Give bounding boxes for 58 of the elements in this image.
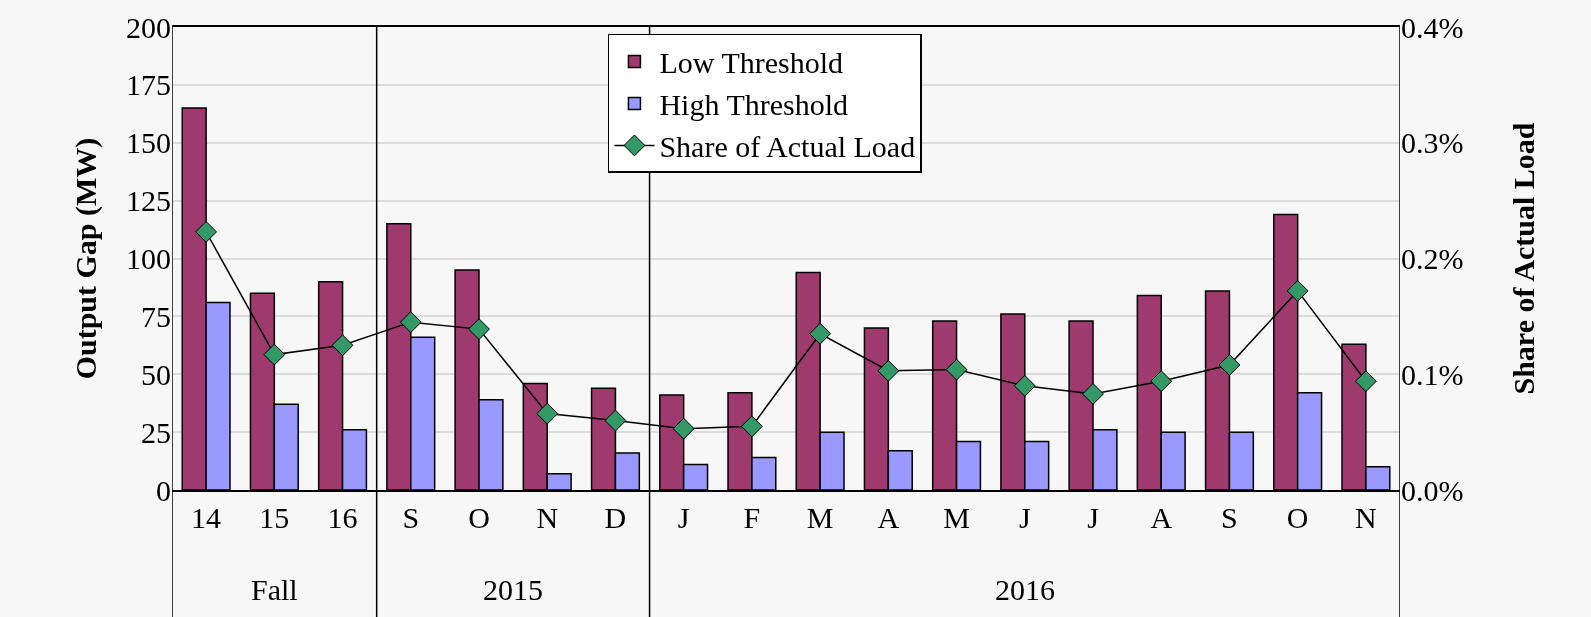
point (468, 318, 490, 341)
legend-label: Share of Actual Load (659, 130, 916, 164)
point (1150, 370, 1173, 393)
point (1286, 280, 1309, 302)
x-tick-label: A (1150, 500, 1173, 534)
text: Fall (251, 573, 298, 606)
y-tick-label: 125 (126, 184, 171, 218)
x-tick-label: N (536, 500, 559, 534)
point (604, 409, 627, 432)
legend-label: Low Threshold (659, 46, 844, 80)
y-tick-label: 175 (126, 68, 171, 102)
y2-tick-label: 0.2% (1401, 242, 1464, 275)
x-tick-label: F (743, 500, 761, 534)
point (331, 334, 354, 357)
x-tick-label: O (1286, 500, 1309, 534)
point (195, 220, 218, 243)
x-tick-label: M (943, 500, 970, 534)
y-tick-label: 150 (126, 126, 171, 160)
y-tick-label: 200 (126, 10, 171, 44)
y-axis-title: Output Gap (MW) (69, 137, 103, 380)
y-tick-label: 0 (156, 473, 171, 507)
y-tick-label: 50 (141, 357, 171, 391)
x-tick-label: A (877, 500, 900, 534)
point (1013, 374, 1036, 397)
text: 2015 (483, 573, 543, 606)
x-tick-label: N (1355, 500, 1377, 534)
point (536, 402, 559, 425)
point (1082, 383, 1104, 405)
x-tick-label: D (604, 500, 627, 534)
point (1354, 370, 1377, 393)
x-tick-label: J (1087, 500, 1100, 534)
text: 2016 (995, 573, 1055, 606)
y-tick-label: 75 (141, 299, 171, 333)
point (740, 415, 763, 438)
point (399, 311, 422, 334)
x-tick-label: J (1018, 500, 1031, 534)
x-tick-label: 16 (327, 500, 358, 534)
point (263, 343, 286, 366)
y2-axis-title: Share of Actual Load (1507, 122, 1540, 395)
y-tick-label: 25 (141, 415, 171, 449)
point (877, 359, 900, 382)
legend-label: High Threshold (659, 88, 849, 122)
point (809, 322, 832, 345)
x-tick-label: O (468, 500, 490, 534)
point (672, 417, 695, 440)
y2-tick-label: 0.0% (1401, 473, 1464, 507)
y2-tick-label: 0.3% (1401, 126, 1464, 160)
x-tick-label: 14 (191, 500, 222, 534)
y-tick-label: 100 (126, 242, 171, 275)
y2-tick-label: 0.4% (1401, 10, 1464, 44)
x-tick-label: J (677, 500, 690, 534)
x-tick-label: S (1221, 500, 1238, 534)
x-tick-label: 15 (259, 500, 290, 534)
point (945, 358, 968, 381)
y2-tick-label: 0.1% (1401, 357, 1464, 391)
x-tick-label: M (806, 500, 834, 534)
x-tick-label: S (402, 500, 420, 534)
point (1218, 354, 1241, 376)
